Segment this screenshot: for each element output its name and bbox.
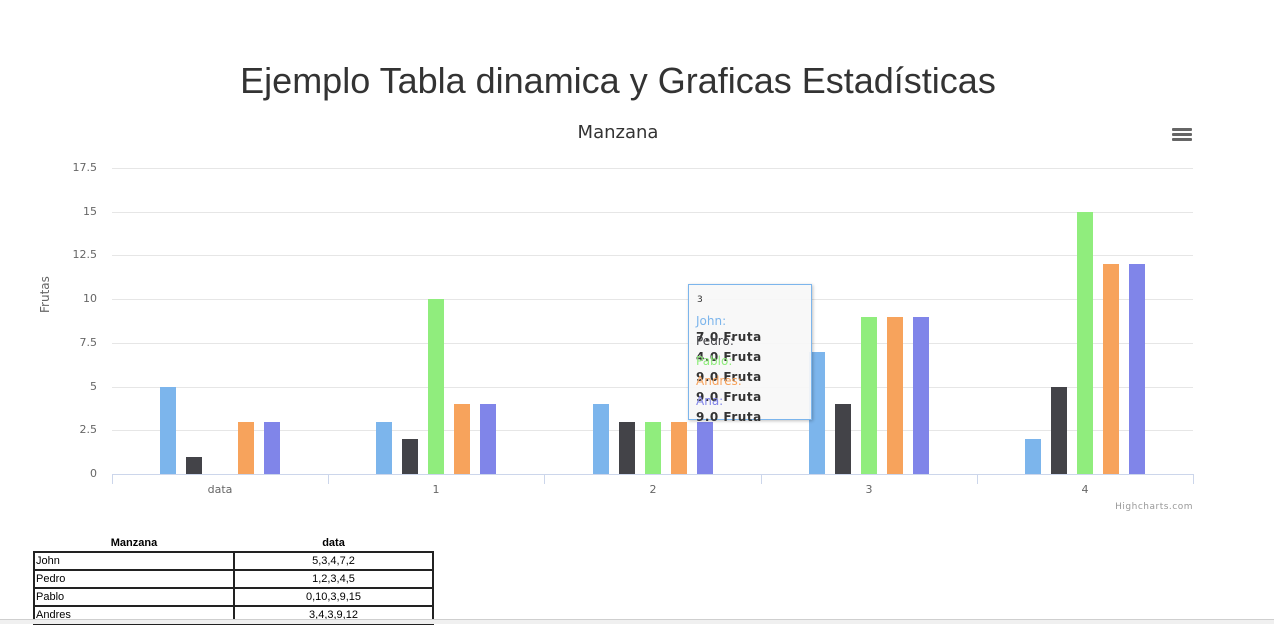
tooltip-series-name: Andres: — [696, 374, 742, 388]
table-cell-name: Pablo — [33, 587, 235, 607]
tooltip-row: Ana: 9.0 Fruta — [696, 393, 762, 424]
tooltip-row: Andres: 9.0 Fruta — [696, 373, 762, 404]
bar-pedro-data[interactable] — [186, 457, 202, 474]
x-tick-mark — [112, 474, 113, 484]
x-tick-mark — [977, 474, 978, 484]
tooltip-series-value: 7.0 Fruta — [696, 330, 762, 344]
tooltip-row: Pablo: 9.0 Fruta — [696, 353, 762, 384]
column-chart: Manzana Frutas 0 2.5 5 7.5 10 12.5 15 17.5 data… — [0, 115, 1274, 525]
tooltip-series-value: 9.0 Fruta — [696, 390, 762, 404]
x-tick-mark — [1193, 474, 1194, 484]
bar-pablo-1[interactable] — [428, 299, 444, 474]
bar-ana-4[interactable] — [1129, 264, 1145, 474]
bar-pedro-4[interactable] — [1051, 387, 1067, 474]
bar-pedro-1[interactable] — [402, 439, 418, 474]
bar-pablo-3[interactable] — [861, 317, 877, 474]
y-tick-label: 7.5 — [79, 335, 98, 349]
bar-john-4[interactable] — [1025, 439, 1041, 474]
bar-andres-2[interactable] — [671, 422, 687, 474]
hamburger-icon — [1172, 138, 1192, 141]
tooltip-series-value: 4.0 Fruta — [696, 350, 762, 364]
bar-pedro-2[interactable] — [619, 422, 635, 474]
chart-tooltip: 3 John: 7.0 Fruta Pedro: 4.0 Fruta Pablo: 9.0… — [688, 284, 812, 424]
grid-line — [112, 211, 1193, 213]
bar-andres-4[interactable] — [1103, 264, 1119, 474]
grid-line — [112, 342, 1193, 344]
y-tick-label: 5 — [90, 379, 97, 393]
y-tick-label: 10 — [83, 292, 97, 306]
x-tick-mark — [761, 474, 762, 484]
bar-ana-data[interactable] — [264, 422, 280, 474]
tooltip-series-name: Ana: — [696, 394, 724, 408]
tooltip-series-name: John: — [696, 314, 727, 328]
grid-line — [112, 255, 1193, 257]
hamburger-icon — [1172, 133, 1192, 136]
y-tick-label: 17.5 — [72, 161, 98, 174]
table-row: Pablo 0,10,3,9,15 — [33, 587, 434, 607]
tooltip-series-value: 9.0 Fruta — [696, 370, 762, 384]
table-cell-name: John — [33, 551, 235, 571]
grid-line — [112, 168, 1193, 169]
table-header-data: data — [322, 537, 345, 549]
y-tick-label: 12.5 — [72, 248, 98, 262]
chart-context-menu-button[interactable] — [1172, 128, 1192, 144]
page-title: Ejemplo Tabla dinamica y Graficas Estadí… — [240, 60, 996, 101]
table-cell-name: Pedro — [33, 569, 235, 589]
bar-andres-3[interactable] — [887, 317, 903, 474]
bar-john-1[interactable] — [376, 422, 392, 474]
y-tick-label: 0 — [90, 467, 97, 480]
tooltip-row: Pedro: 4.0 Fruta — [696, 333, 762, 364]
x-tick-label: 2 — [649, 483, 657, 496]
bar-pablo-4[interactable] — [1077, 212, 1093, 474]
x-axis-line — [112, 474, 1193, 475]
hamburger-icon — [1172, 128, 1192, 131]
y-tick-label: 2.5 — [79, 423, 98, 437]
bar-john-data[interactable] — [160, 387, 176, 474]
bar-ana-2[interactable] — [697, 422, 713, 474]
bar-ana-1[interactable] — [480, 404, 496, 474]
table-row: Pedro 1,2,3,4,5 — [33, 569, 434, 589]
tooltip-header: 3 — [697, 295, 703, 305]
x-tick-label: 3 — [865, 483, 873, 496]
tooltip-row: John: 7.0 Fruta — [696, 313, 762, 344]
bar-andres-1[interactable] — [454, 404, 470, 474]
bar-andres-data[interactable] — [238, 422, 254, 474]
x-tick-label: 4 — [1081, 483, 1089, 496]
data-table: Manzana data John 5,3,4,7,2 Pedro 1,2,3,… — [33, 535, 434, 625]
bar-ana-3[interactable] — [913, 317, 929, 474]
bar-pablo-2[interactable] — [645, 422, 661, 474]
table-cell-data: 0,10,3,9,15 — [233, 587, 434, 607]
highcharts-credits-link[interactable]: Highcharts.com — [1115, 502, 1193, 512]
x-tick-mark — [544, 474, 545, 484]
window-bottom-edge — [0, 619, 1274, 624]
bar-john-3[interactable] — [809, 352, 825, 474]
bar-john-2[interactable] — [593, 404, 609, 474]
y-tick-label: 15 — [83, 204, 97, 218]
tooltip-series-name: Pablo: — [696, 354, 733, 368]
x-tick-mark — [328, 474, 329, 484]
table-cell-data: 1,2,3,4,5 — [233, 569, 434, 589]
table-header-manzana: Manzana — [110, 537, 158, 549]
x-tick-label: data — [207, 483, 233, 496]
tooltip-series-value: 9.0 Fruta — [696, 410, 762, 424]
grid-line — [112, 299, 1193, 301]
x-tick-label: 1 — [432, 483, 440, 496]
tooltip-series-name: Pedro: — [696, 334, 734, 348]
grid-line — [112, 386, 1193, 388]
chart-title: Manzana — [577, 122, 659, 143]
bar-pedro-3[interactable] — [835, 404, 851, 474]
table-cell-data: 5,3,4,7,2 — [233, 551, 434, 571]
table-row: John 5,3,4,7,2 — [33, 551, 434, 571]
